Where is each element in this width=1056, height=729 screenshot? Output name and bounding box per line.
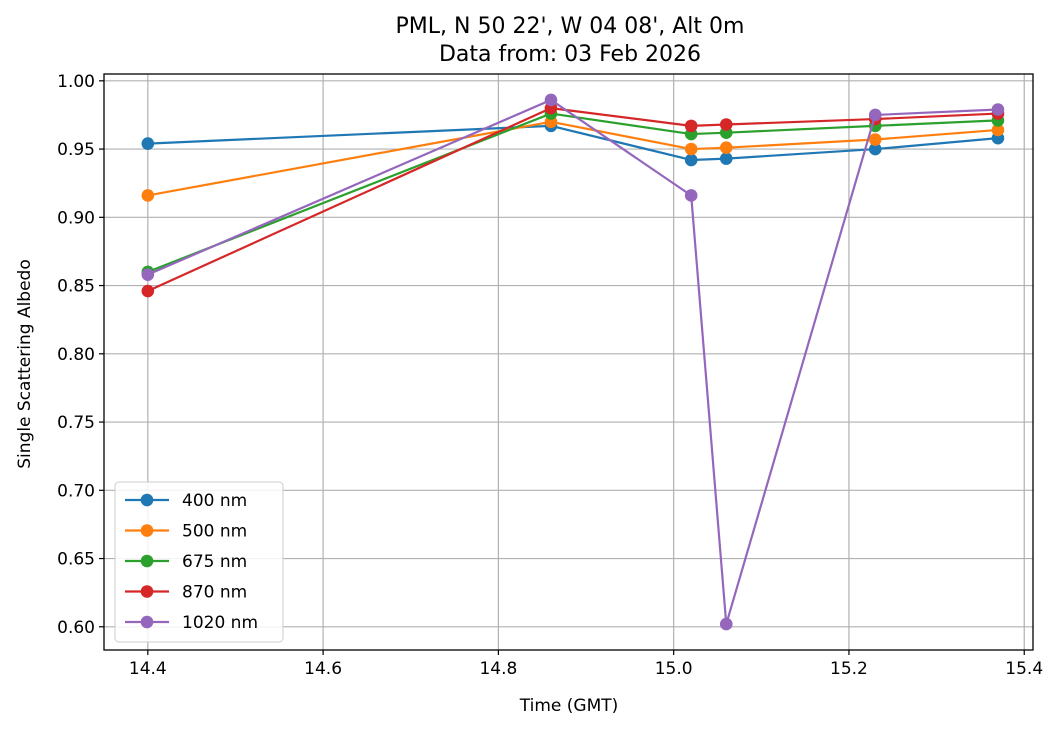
series-1020-nm	[141, 93, 1005, 631]
series-line	[147, 120, 999, 197]
y-tick-label: 0.90	[57, 208, 95, 228]
y-tick-label: 0.70	[57, 481, 95, 501]
y-tick-label: 0.60	[57, 618, 95, 638]
data-point	[141, 137, 155, 150]
legend-marker	[140, 524, 154, 537]
data-point	[141, 284, 155, 298]
legend-marker	[140, 585, 154, 598]
legend-marker	[140, 615, 154, 629]
plot-frame	[103, 73, 1034, 651]
data-point	[991, 103, 1005, 116]
legend-box	[114, 481, 284, 643]
series-675-nm	[141, 107, 1005, 279]
legend: 400 nm 500 nm 675 nm 870 nm 1020 nm	[114, 481, 284, 643]
data-point	[684, 153, 698, 167]
y-axis-label: Single Scattering Albedo	[15, 259, 35, 469]
data-point	[684, 142, 698, 156]
chart-title-line-2: Data from: 03 Feb 2026	[439, 42, 701, 67]
legend-label: 400 nm	[182, 491, 247, 511]
x-axis-label: Time (GMT)	[519, 696, 619, 716]
data-point	[991, 123, 1005, 137]
legend-label: 675 nm	[182, 552, 247, 572]
legend-label: 1020 nm	[182, 613, 258, 633]
x-tick-label: 14.6	[304, 659, 342, 679]
legend-item: 400 nm	[125, 491, 247, 511]
legend-marker	[140, 554, 154, 568]
legend-item: 1020 nm	[125, 613, 258, 633]
legend-label: 500 nm	[182, 522, 247, 542]
data-point	[544, 93, 558, 107]
data-point	[868, 108, 882, 122]
legend-item: 675 nm	[125, 552, 247, 572]
data-point	[868, 133, 882, 146]
data-point	[684, 119, 698, 133]
y-tick-label: 0.80	[57, 345, 95, 365]
legend-label: 870 nm	[182, 583, 247, 603]
x-tick-label: 15.2	[830, 659, 868, 679]
series-line	[147, 112, 998, 273]
data-point	[141, 189, 155, 202]
data-point	[684, 189, 698, 202]
x-tick-label: 15.0	[655, 659, 693, 679]
x-tick-label: 14.4	[129, 659, 167, 679]
data-point	[719, 617, 733, 631]
y-tick-label: 0.65	[57, 550, 95, 570]
data-point	[719, 118, 733, 131]
ticks: 14.4 14.6 14.8 15.0 15.2 15.4 0.60 0.65 0.70 0.75…	[57, 72, 1043, 679]
y-tick-label: 0.75	[57, 413, 95, 433]
data-point	[719, 152, 733, 165]
legend-item: 870 nm	[125, 583, 247, 603]
data-point	[868, 142, 882, 156]
series-line	[147, 107, 998, 293]
chart-title-line-1: PML, N 50 22', W 04 08', Alt 0m	[396, 14, 745, 39]
series-layer	[141, 93, 1005, 631]
x-tick-label: 15.4	[1005, 659, 1043, 679]
data-point	[141, 268, 155, 281]
series-line	[147, 98, 998, 626]
y-tick-label: 1.00	[57, 72, 95, 92]
y-tick-label: 0.85	[57, 277, 95, 297]
legend-marker	[140, 493, 154, 507]
y-tick-label: 0.95	[57, 140, 95, 160]
legend-item: 500 nm	[125, 522, 247, 542]
data-point	[719, 141, 733, 155]
x-tick-label: 14.8	[479, 659, 517, 679]
